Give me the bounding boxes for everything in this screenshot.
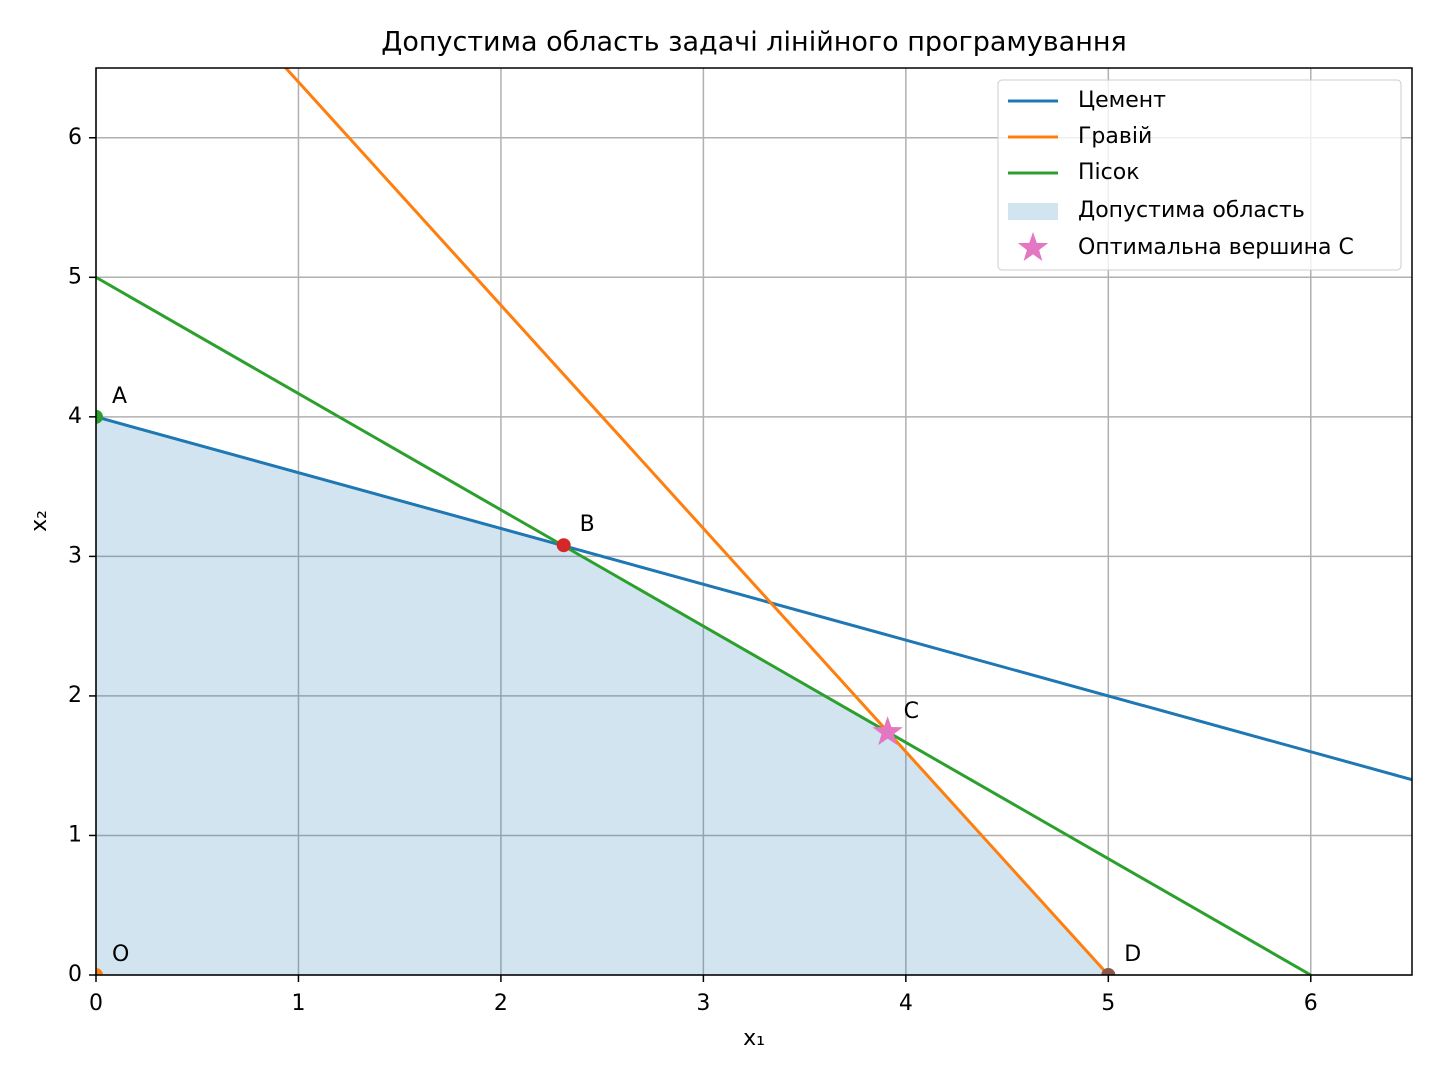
- x-axis-label: x₁: [743, 1026, 765, 1051]
- y-axis-label: x₂: [27, 510, 52, 532]
- x-tick-label: 3: [696, 991, 710, 1016]
- vertex-label: D: [1124, 942, 1141, 967]
- x-tick-label: 1: [291, 991, 305, 1016]
- x-tick-label: 0: [89, 991, 103, 1016]
- vertex-point: [1101, 968, 1116, 975]
- vertex-label: A: [112, 384, 127, 409]
- x-tick-label: 2: [494, 991, 508, 1016]
- y-tick-label: 6: [68, 125, 82, 150]
- x-tick-label: 6: [1304, 991, 1318, 1016]
- y-tick-label: 1: [68, 822, 82, 847]
- y-tick-label: 2: [68, 683, 82, 708]
- legend-label: Допустима область: [1078, 198, 1305, 223]
- x-tick-label: 4: [899, 991, 913, 1016]
- constraint-line: [283, 68, 1110, 975]
- legend-swatch: [1017, 232, 1049, 261]
- vertex-label: O: [112, 942, 129, 967]
- axes-frame: [95, 67, 1413, 976]
- vertex-point: [96, 409, 103, 424]
- vertex-label: C: [904, 699, 919, 724]
- vertex-point: [96, 968, 103, 975]
- plot-area: [96, 68, 1412, 975]
- legend: Цемент Гравій Пісок Допустима область Оптима…: [997, 79, 1402, 271]
- y-tick-label: 4: [68, 404, 82, 429]
- y-tick-label: 5: [68, 264, 82, 289]
- legend-label: Цемент: [1078, 88, 1166, 113]
- legend-label: Гравій: [1078, 124, 1152, 149]
- ticks: 0 1 2 3 4 5 6 0 1 2 3 4 5 6: [68, 125, 1318, 1016]
- feasible-region: [96, 416, 1109, 975]
- optimal-vertex: [872, 716, 903, 746]
- legend-label: Пісок: [1078, 160, 1140, 185]
- legend-label: Оптимальна вершина C: [1078, 235, 1354, 260]
- legend-box: [997, 79, 1402, 271]
- y-tick-label: 0: [68, 962, 82, 987]
- y-tick-label: 3: [68, 543, 82, 568]
- constraint-line: [96, 415, 1412, 782]
- x-tick-label: 5: [1101, 991, 1115, 1016]
- legend-swatch: [1008, 203, 1058, 220]
- vertex-label: B: [580, 512, 595, 537]
- chart-title: Допустима область задачі лінійного прогр…: [381, 27, 1127, 58]
- constraint-line: [96, 276, 1312, 975]
- vertex-point: [556, 538, 571, 553]
